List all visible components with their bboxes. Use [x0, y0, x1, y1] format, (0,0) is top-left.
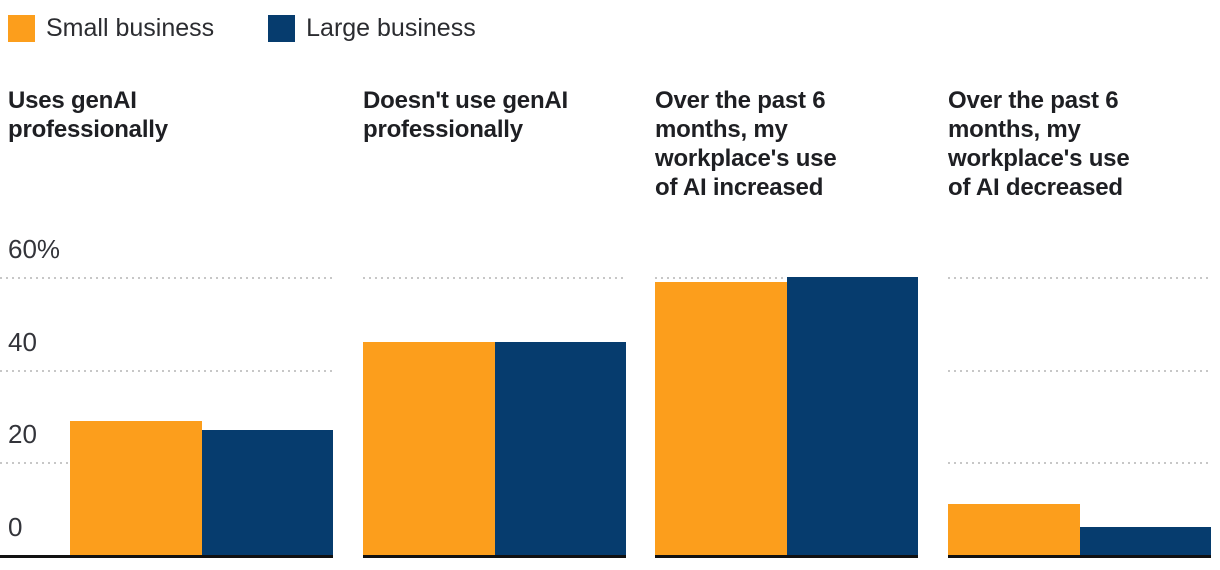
chart-panel: Over the past 6 months, my workplace's use…	[655, 0, 918, 570]
x-axis-line	[363, 555, 626, 558]
panel-title: Uses genAI professionally	[8, 86, 168, 144]
chart-panel: Uses genAI professionally 60% 40 20 0	[0, 0, 333, 570]
gridline	[0, 369, 333, 372]
legend: Small business Large business	[8, 12, 476, 44]
gridline	[948, 369, 1211, 372]
panel-title-line: Doesn't use genAI	[363, 87, 569, 114]
x-axis-line	[0, 555, 333, 558]
legend-item-large-business: Large business	[268, 14, 476, 43]
bar-small-business	[655, 281, 787, 555]
bar-small-business	[70, 420, 202, 555]
panel-title-line: months, my	[655, 116, 788, 143]
panel-title: Over the past 6 months, my workplace's use…	[948, 86, 1130, 202]
chart-panel: Over the past 6 months, my workplace's use…	[948, 0, 1211, 570]
legend-item-small-business: Small business	[8, 14, 214, 43]
legend-swatch-large-business	[268, 14, 296, 42]
panel-title-line: professionally	[363, 116, 523, 143]
panel-title-line: professionally	[8, 116, 168, 143]
gridline	[948, 277, 1211, 280]
panel-title-line: workplace's use	[948, 145, 1130, 172]
x-axis-line	[948, 555, 1211, 558]
panel-title-line: Over the past 6	[948, 87, 1119, 114]
x-axis-line	[655, 555, 918, 558]
chart-panel: Doesn't use genAI professionally	[363, 0, 626, 570]
bar-large-business	[786, 277, 918, 555]
panel-title-line: months, my	[948, 116, 1081, 143]
gridline	[0, 277, 333, 280]
gridline	[363, 277, 626, 280]
y-axis-tick-label: 40	[8, 326, 37, 357]
legend-swatch-small-business	[8, 14, 35, 42]
panel-title-line: Over the past 6	[655, 87, 826, 114]
legend-label-small-business: Small business	[46, 13, 215, 42]
panel-title: Doesn't use genAI professionally	[363, 86, 568, 144]
panel-title-line: of AI decreased	[948, 174, 1123, 201]
y-axis-tick-label: 60%	[8, 234, 61, 265]
panel-title: Over the past 6 months, my workplace's use…	[655, 86, 837, 202]
y-axis-tick-label: 20	[8, 419, 37, 450]
legend-label-large-business: Large business	[306, 13, 476, 42]
bar-small-business	[948, 504, 1080, 555]
bar-small-business	[363, 342, 495, 555]
panel-title-line: Uses genAI	[8, 87, 137, 114]
bar-large-business	[1079, 527, 1211, 555]
panel-title-line: workplace's use	[655, 145, 837, 172]
bar-large-business	[494, 342, 626, 555]
panel-title-line: of AI increased	[655, 174, 824, 201]
gridline	[948, 462, 1211, 465]
bar-large-business	[201, 429, 333, 555]
y-axis-tick-label: 0	[8, 512, 23, 542]
